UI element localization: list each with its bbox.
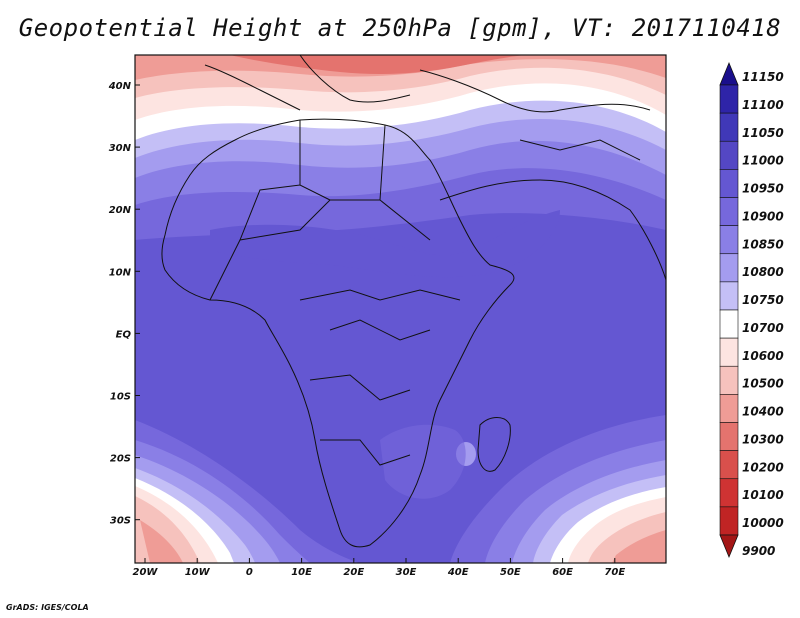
colorbar-label: 10850 xyxy=(742,237,784,251)
colorbar-label: 9900 xyxy=(742,544,775,558)
colorbar-label: 10300 xyxy=(742,432,784,446)
colorbar-segment xyxy=(719,225,739,255)
colorbar-top-arrow xyxy=(719,61,739,86)
colorbar-segment xyxy=(719,112,739,142)
lon-tick-label: 10W xyxy=(185,567,211,578)
colorbar-segment xyxy=(719,197,739,226)
lon-tick-label: 20W xyxy=(133,567,159,578)
colorbar-segment xyxy=(719,281,739,311)
lat-tick-label: 10N xyxy=(109,267,132,278)
colorbar-label: 10400 xyxy=(742,405,784,419)
colorbar-label: 10500 xyxy=(742,377,784,391)
colorbar-segment xyxy=(719,253,739,283)
lat-tick-label: 40N xyxy=(108,81,132,92)
colorbar-label: 11100 xyxy=(742,98,784,112)
colorbar-segment xyxy=(719,394,739,423)
colorbar-label: 11000 xyxy=(742,154,784,168)
colorbar-label: 10800 xyxy=(742,265,784,279)
colorbar-label: 10900 xyxy=(742,209,784,223)
lon-tick-label: 60E xyxy=(552,567,573,578)
colorbar-label: 10950 xyxy=(742,182,784,196)
colorbar-segment xyxy=(719,450,739,480)
colorbar-label: 10700 xyxy=(742,321,784,335)
lon-tick-label: 0 xyxy=(246,567,253,578)
lon-tick-label: 30E xyxy=(396,567,417,578)
lon-tick-label: 40E xyxy=(447,567,469,578)
colorbar-segment xyxy=(719,140,739,170)
colorbar-segment xyxy=(719,365,739,395)
lon-tick-label: 10E xyxy=(291,567,312,578)
lon-tick-label: 50E xyxy=(500,567,521,578)
colorbar-segment xyxy=(719,422,739,451)
longitude-axis: 20W 10W 0 10E 20E 30E 40E 50E 60E 70E xyxy=(133,558,625,578)
colorbar-bottom-arrow xyxy=(719,534,739,559)
grads-credit: GrADS: IGES/COLA xyxy=(6,603,89,612)
colorbar-label: 11150 xyxy=(742,70,784,84)
colorbar-label: 10750 xyxy=(742,293,784,307)
lat-tick-label: 10S xyxy=(110,392,131,403)
colorbar-label: 11050 xyxy=(742,126,784,140)
map-title: Geopotential Height at 250hPa [gpm], VT:… xyxy=(18,14,782,42)
colorbar-label: 10200 xyxy=(742,460,784,474)
lon-tick-label: 20E xyxy=(343,567,364,578)
lat-tick-label: 30N xyxy=(109,143,132,154)
coastlines xyxy=(161,55,666,548)
colorbar-segment xyxy=(719,506,739,536)
colorbar-segment xyxy=(719,478,739,508)
lat-tick-label: EQ xyxy=(116,329,132,340)
colorbar-segment xyxy=(719,169,739,198)
latitude-axis: 40N 30N 20N 10N EQ 10S 20S 30S xyxy=(108,81,140,527)
colorbar-segment xyxy=(719,309,739,339)
plot-frame xyxy=(134,54,667,564)
lon-tick-label: 70E xyxy=(604,567,625,578)
colorbar-label: 10600 xyxy=(742,349,784,363)
colorbar-segment xyxy=(719,84,739,114)
height-field xyxy=(135,55,666,563)
lat-tick-label: 30S xyxy=(110,516,131,527)
colorbar: 11150 11100 11050 11000 10950 10900 10850 10800… xyxy=(719,61,784,559)
lat-tick-label: 20S xyxy=(110,454,131,465)
colorbar-segment xyxy=(719,337,739,367)
colorbar-label: 10100 xyxy=(742,488,784,502)
lat-tick-label: 20N xyxy=(109,205,132,216)
colorbar-label: 10000 xyxy=(742,516,784,530)
